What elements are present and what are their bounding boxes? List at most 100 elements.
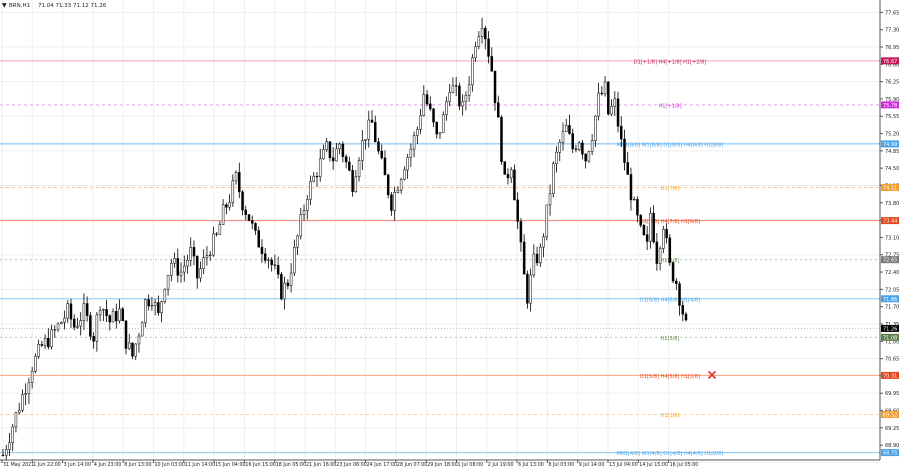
candle-body <box>406 157 409 171</box>
level-price-badge <box>881 57 899 65</box>
candle-body <box>357 160 361 178</box>
candle-body <box>623 138 626 163</box>
candle-body <box>289 272 293 287</box>
level-label: D1[+1/8] H4[+1/8] H1[+2/8] <box>634 59 707 65</box>
price-tick-label: 71.70 <box>885 305 899 311</box>
time-tick-label: 3 Jun 14:00 <box>64 462 91 468</box>
level-label: H1[+1/8] <box>658 103 681 109</box>
candle-body <box>137 335 141 345</box>
level-price-badge-text: 71.86 <box>883 297 897 303</box>
time-tick-label: 28 Jun 07:00 <box>397 462 427 468</box>
candle-body <box>302 210 306 215</box>
price-tick-label: 72.05 <box>885 287 899 293</box>
candle-body <box>250 220 254 224</box>
candle-body <box>393 192 396 211</box>
candle-body <box>361 140 364 161</box>
price-tick-label: 75.90 <box>885 97 899 103</box>
candle-body <box>422 94 426 116</box>
level-price-badge <box>881 449 899 457</box>
price-tick-label: 69.25 <box>885 426 899 432</box>
time-tick-label: 11 Jun 14:00 <box>185 462 215 468</box>
candle-body <box>522 241 526 275</box>
level-price-badge <box>881 410 899 418</box>
candle-body <box>260 246 264 255</box>
candle-body <box>315 175 319 178</box>
candle-body <box>299 214 303 237</box>
candle-body <box>192 247 196 257</box>
candle-body <box>561 131 565 143</box>
candle-body <box>610 106 613 115</box>
level-label: H1[3/8] <box>661 336 680 342</box>
level-price-badge-text: 74.11 <box>883 185 897 191</box>
candle-body <box>652 212 655 243</box>
level-price-badge-text: 70.31 <box>883 373 897 379</box>
candle-body <box>603 81 607 95</box>
level-price-badge <box>881 371 899 379</box>
candle-body <box>454 85 458 87</box>
candle-body <box>364 139 367 141</box>
level-price-badge <box>881 140 899 148</box>
candle-body <box>102 309 105 311</box>
candle-body <box>555 152 558 164</box>
candle-body <box>383 157 387 176</box>
time-tick-label: 8 Jul 03:00 <box>548 462 574 468</box>
time-tick-label: 16 Jul 05:00 <box>670 462 699 468</box>
candle-body <box>69 303 73 320</box>
candle-body <box>587 151 591 162</box>
candle-body <box>548 193 552 206</box>
candle-body <box>506 174 510 179</box>
candle-body <box>202 257 205 269</box>
time-tick-label: 1 Jun 22:00 <box>33 462 60 468</box>
candle-body <box>225 204 228 208</box>
candle-body <box>461 101 464 107</box>
candle-body <box>283 282 286 300</box>
candle-body <box>684 313 688 321</box>
price-badges: 76.67 75.78 74.99 74.11 73.44 72.65 71.86 71.08… <box>881 57 899 457</box>
candle-body <box>429 103 432 110</box>
candle-body <box>409 148 413 158</box>
price-tick-label: 76.25 <box>885 80 899 86</box>
candle-body <box>30 371 34 383</box>
candle-body <box>228 202 231 208</box>
candle-body <box>374 122 377 143</box>
candle-body <box>600 92 604 95</box>
level-price-badge-text: 75.78 <box>883 103 897 109</box>
candle-body <box>344 156 348 163</box>
candle-body <box>678 283 681 306</box>
candle-body <box>331 157 335 162</box>
candle-body <box>92 336 95 342</box>
candle-body <box>509 169 513 179</box>
candle-body <box>386 174 390 196</box>
time-tick-label: 14 Jul 15:00 <box>639 462 668 468</box>
candle-body <box>487 38 490 57</box>
candle-body <box>208 254 212 256</box>
candle-body <box>341 143 345 157</box>
candle-body <box>170 262 173 276</box>
candle-body <box>613 98 617 107</box>
candle-body <box>616 98 620 127</box>
level-price-badge-text: 69.52 <box>883 412 897 418</box>
order-marker-cross-icon[interactable] <box>707 370 717 380</box>
candle-body <box>247 214 251 221</box>
candle-body <box>574 148 578 150</box>
candle-body <box>82 303 86 321</box>
candle-body <box>27 382 31 394</box>
symbol-timeframe: BRN,H1 <box>9 3 30 9</box>
time-tick-labels: 31 May 2021 1 Jun 22:00 3 Jun 14:00 4 Jun 2… <box>1 460 699 468</box>
candle-body <box>467 84 471 96</box>
candle-body <box>545 204 549 238</box>
level-price-badge <box>881 101 899 109</box>
candle-body <box>542 236 545 248</box>
symbol-menu-icon[interactable]: ▼ <box>2 2 7 9</box>
candle-body <box>147 299 150 307</box>
candle-body <box>14 412 18 428</box>
candle-body <box>480 28 484 38</box>
price-tick-label: 72.40 <box>885 270 899 276</box>
candle-body <box>306 199 309 211</box>
time-tick-label: 16 Jun 15:00 <box>245 462 275 468</box>
candle-body <box>131 342 134 357</box>
candle-body <box>665 228 668 239</box>
candle-body <box>40 344 44 346</box>
